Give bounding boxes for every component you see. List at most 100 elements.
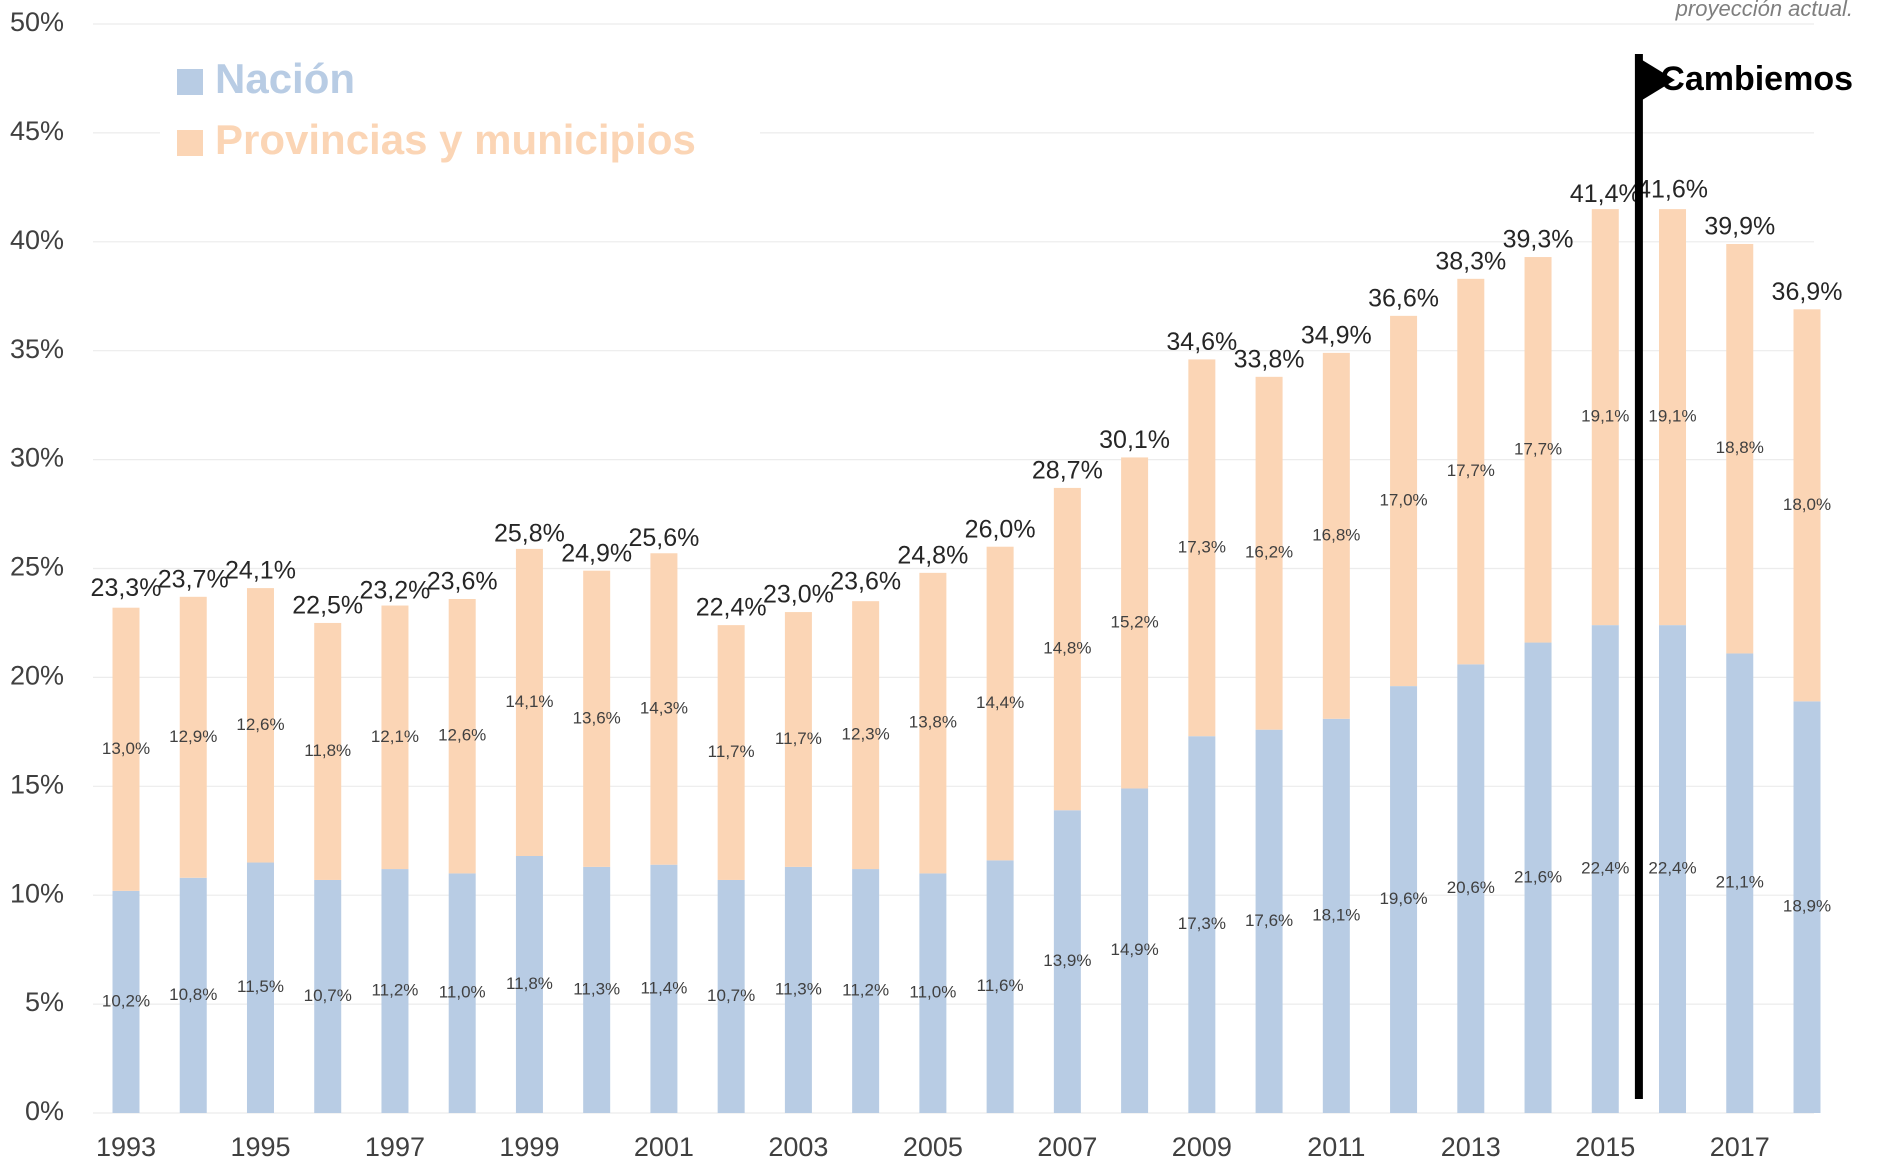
- y-tick-label: 10%: [10, 878, 64, 908]
- total-label: 34,9%: [1301, 321, 1372, 349]
- x-tick-label: 2009: [1172, 1132, 1232, 1162]
- total-label: 22,4%: [696, 594, 767, 622]
- y-tick-label: 25%: [10, 552, 64, 582]
- bar-segment: [1322, 352, 1350, 719]
- bar-segment: [246, 862, 274, 1113]
- bar-segment: [986, 860, 1014, 1113]
- x-tick-label: 2003: [768, 1132, 828, 1162]
- segment-label: 11,2%: [842, 981, 889, 1000]
- segment-label: 10,8%: [169, 985, 217, 1004]
- x-tick-label: 2005: [903, 1132, 963, 1162]
- segment-label: 19,1%: [1648, 407, 1696, 426]
- bar-segment: [1457, 278, 1485, 665]
- annotation: Cambiemos: [1660, 60, 1853, 98]
- bar-segment: [1457, 664, 1485, 1113]
- bar-segment: [448, 598, 476, 874]
- segment-label: 11,5%: [237, 977, 284, 996]
- bar-segment: [583, 866, 611, 1113]
- bar-segment: [784, 866, 812, 1113]
- segment-label: 12,1%: [371, 727, 419, 746]
- bar-segment: [1793, 701, 1821, 1113]
- total-label: 24,8%: [897, 541, 968, 569]
- y-tick-label: 20%: [10, 661, 64, 691]
- x-tick-label: 2013: [1441, 1132, 1501, 1162]
- y-tick-label: 30%: [10, 443, 64, 473]
- bar-segment: [919, 572, 947, 874]
- bar-segment: [1591, 625, 1619, 1113]
- bar-segment: [1121, 788, 1149, 1113]
- total-label: 23,7%: [158, 565, 229, 593]
- total-label: 23,0%: [763, 581, 834, 609]
- segment-label: 14,1%: [505, 692, 553, 711]
- bar-segment: [179, 596, 207, 878]
- segment-label: 22,4%: [1581, 859, 1629, 878]
- x-tick-label: 2017: [1710, 1132, 1770, 1162]
- bar-segment: [1121, 457, 1149, 789]
- segment-label: 11,8%: [506, 974, 553, 993]
- total-label: 25,6%: [628, 524, 699, 552]
- segment-label: 14,8%: [1043, 639, 1091, 658]
- segment-label: 19,1%: [1581, 407, 1629, 426]
- bar-segment: [1053, 810, 1081, 1113]
- bar-segment: [784, 612, 812, 867]
- bar-segment: [852, 869, 880, 1113]
- bar-segment: [1390, 315, 1418, 687]
- bar-segment: [717, 879, 745, 1113]
- bar-segment: [1793, 309, 1821, 702]
- bar-segment: [1726, 243, 1754, 654]
- bar-segment: [515, 855, 543, 1113]
- y-tick-label: 5%: [25, 987, 64, 1017]
- legend-swatch: [177, 130, 203, 156]
- segment-label: 18,0%: [1783, 495, 1831, 514]
- segment-label: 11,2%: [371, 981, 418, 1000]
- segment-label: 13,6%: [573, 708, 621, 727]
- bar-segment: [1659, 625, 1687, 1113]
- legend-label: Provincias y municipios: [215, 116, 696, 163]
- segment-label: 11,0%: [909, 983, 956, 1002]
- y-tick-label: 15%: [10, 769, 64, 799]
- total-label: 25,8%: [494, 520, 565, 548]
- bar-segment: [583, 570, 611, 867]
- segment-label: 12,9%: [169, 727, 217, 746]
- y-tick-label: 40%: [10, 225, 64, 255]
- segment-label: 17,3%: [1178, 914, 1226, 933]
- segment-label: 21,1%: [1716, 873, 1764, 892]
- total-label: 23,3%: [91, 574, 162, 602]
- bar-segment: [1726, 653, 1754, 1113]
- bar-segment: [1255, 376, 1283, 730]
- bar-segment: [314, 879, 342, 1113]
- segment-label: 11,4%: [640, 978, 687, 997]
- x-tick-label: 2007: [1037, 1132, 1097, 1162]
- total-label: 33,8%: [1234, 345, 1305, 373]
- x-tick-label: 2011: [1307, 1132, 1365, 1162]
- bar-segment: [515, 548, 543, 856]
- y-tick-label: 50%: [10, 7, 64, 37]
- bar-segment: [717, 625, 745, 880]
- y-tick-label: 45%: [10, 116, 64, 146]
- total-label: 39,9%: [1704, 213, 1775, 241]
- segment-label: 10,7%: [304, 986, 352, 1005]
- total-label: 41,6%: [1637, 176, 1708, 204]
- total-label: 36,9%: [1772, 278, 1843, 306]
- total-label: 23,6%: [830, 568, 901, 596]
- total-label: 26,0%: [965, 515, 1036, 543]
- bar-segment: [1188, 736, 1216, 1113]
- bar-segment: [1255, 729, 1283, 1113]
- x-tick-label: 1995: [230, 1132, 290, 1162]
- segment-label: 11,3%: [573, 979, 620, 998]
- x-tick-label: 1993: [96, 1132, 156, 1162]
- bar-segment: [1524, 642, 1552, 1113]
- segment-label: 11,0%: [439, 983, 486, 1002]
- segment-label: 14,4%: [976, 693, 1024, 712]
- bar-segment: [1591, 209, 1619, 626]
- total-label: 34,6%: [1166, 328, 1237, 356]
- segment-label: 17,3%: [1178, 537, 1226, 556]
- total-label: 39,3%: [1503, 226, 1574, 254]
- total-label: 22,5%: [292, 592, 363, 620]
- x-tick-label: 2015: [1575, 1132, 1635, 1162]
- bar-segment: [314, 622, 342, 880]
- total-label: 24,1%: [225, 557, 296, 585]
- total-label: 41,4%: [1570, 180, 1641, 208]
- segment-label: 10,7%: [707, 986, 755, 1005]
- segment-label: 14,9%: [1110, 940, 1158, 959]
